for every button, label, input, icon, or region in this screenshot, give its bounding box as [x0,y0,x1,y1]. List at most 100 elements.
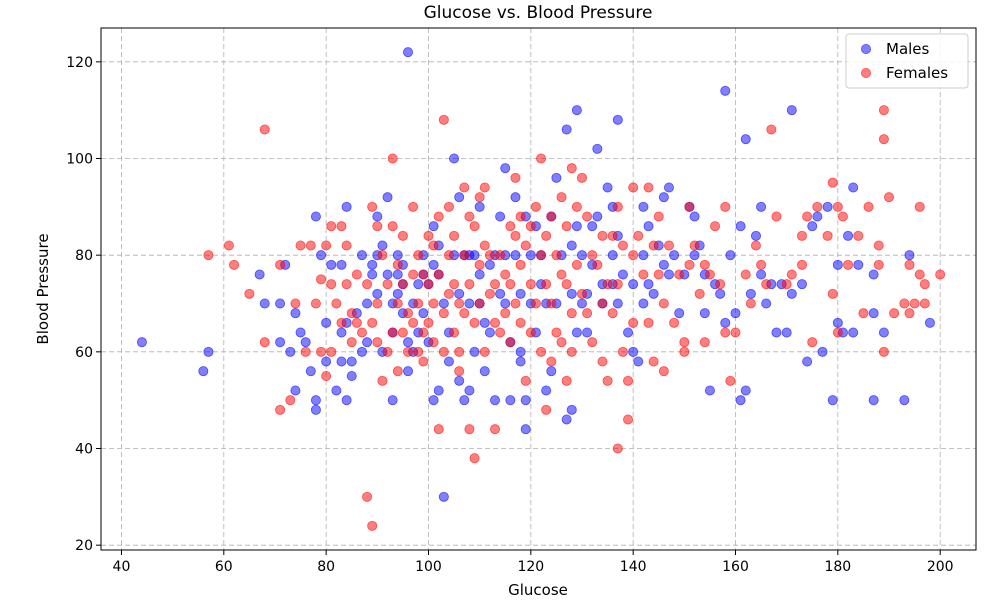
data-point [500,269,511,280]
data-point [362,298,373,309]
x-tick-label: 180 [824,559,851,575]
data-point [490,395,501,406]
data-point [397,279,408,290]
data-point [582,211,593,222]
data-point [356,250,367,261]
data-point [899,395,910,406]
data-point [919,279,930,290]
data-point [321,317,332,328]
data-point [919,298,930,309]
grid-lines [101,28,976,550]
data-point [878,327,889,338]
data-point [310,404,321,415]
data-point [807,337,818,348]
data-point [551,250,562,261]
data-point [566,163,577,174]
data-point [377,240,388,251]
data-point [295,327,306,338]
data-point [802,356,813,367]
data-point [643,279,654,290]
data-point [546,366,557,377]
data-point [469,317,480,328]
data-point [899,298,910,309]
data-point [392,250,403,261]
data-point [546,356,557,367]
data-point [843,230,854,241]
data-point [449,327,460,338]
y-tick-label: 120 [66,55,93,71]
data-point [878,105,889,116]
data-point [438,346,449,357]
data-point [469,453,480,464]
data-point [648,240,659,251]
data-point [571,105,582,116]
data-point [720,327,731,338]
data-point [454,366,465,377]
data-point [520,424,531,435]
series-males [136,47,935,502]
data-point [310,211,321,222]
data-point [510,298,521,309]
data-point [413,346,424,357]
data-point [403,308,414,319]
data-point [484,327,495,338]
data-point [689,240,700,251]
data-point [443,250,454,261]
data-point [305,240,316,251]
data-point [403,346,414,357]
x-axis-label: Glucose [508,581,568,599]
data-point [679,346,690,357]
data-point [474,192,485,203]
data-point [530,298,541,309]
data-point [464,298,475,309]
data-point [658,366,669,377]
data-point [827,177,838,188]
data-point [479,366,490,377]
data-point [607,250,618,261]
data-point [576,172,587,183]
data-point [515,259,526,270]
x-tick-label: 40 [113,559,131,575]
data-point [484,250,495,261]
legend-box [845,33,969,89]
data-point [387,395,398,406]
data-point [868,308,879,319]
data-point [904,308,915,319]
data-point [295,240,306,251]
data-point [397,327,408,338]
data-point [576,250,587,261]
data-point [341,279,352,290]
data-point [367,259,378,270]
data-point [853,259,864,270]
data-point [720,317,731,328]
data-point [392,269,403,280]
data-point [464,424,475,435]
data-point [878,134,889,145]
data-point [602,375,613,386]
data-point [628,317,639,328]
data-point [617,240,628,251]
data-point [341,240,352,251]
data-point [515,317,526,328]
data-point [561,221,572,232]
data-point [658,192,669,203]
data-point [812,201,823,212]
data-point [822,201,833,212]
data-point [418,269,429,280]
data-point [336,259,347,270]
data-point [459,308,470,319]
data-point [203,346,214,357]
data-point [433,424,444,435]
data-point [275,259,286,270]
data-point [469,221,480,232]
data-point [346,308,357,319]
data-point [377,375,388,386]
data-point [454,192,465,203]
data-point [597,230,608,241]
data-point [653,269,664,280]
data-point [408,201,419,212]
y-tick-label: 40 [75,442,93,458]
data-point [715,279,726,290]
data-point [853,230,864,241]
data-point [715,288,726,299]
